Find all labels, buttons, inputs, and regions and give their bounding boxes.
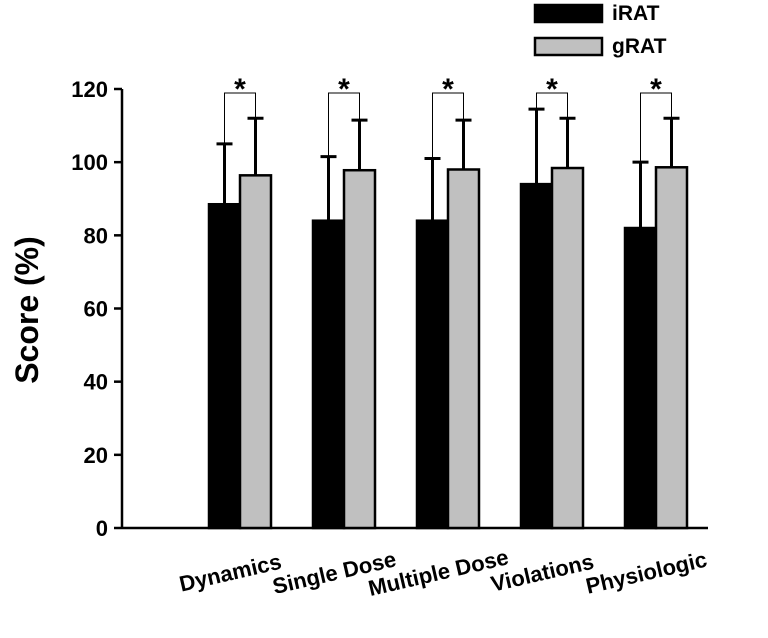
y-tick-label: 20 bbox=[84, 443, 108, 468]
legend-swatch bbox=[533, 3, 604, 24]
significance-bracket bbox=[536, 92, 568, 119]
y-tick-label: 120 bbox=[71, 77, 108, 102]
significance-label: * bbox=[546, 73, 558, 106]
x-tick-label: Dynamics bbox=[177, 549, 284, 597]
legend-label: gRAT bbox=[612, 35, 667, 58]
legend-label: iRAT bbox=[612, 2, 660, 25]
error-bar bbox=[455, 118, 472, 170]
error-bar bbox=[351, 118, 368, 171]
bar bbox=[342, 168, 377, 530]
significance-bracket bbox=[328, 92, 360, 157]
bar bbox=[415, 219, 450, 530]
error-bar bbox=[424, 157, 441, 221]
y-axis-title: Score (%) bbox=[9, 236, 45, 384]
legend-swatch bbox=[533, 36, 604, 57]
bar bbox=[623, 226, 658, 530]
error-bar bbox=[216, 142, 233, 205]
bar bbox=[550, 166, 585, 530]
bar bbox=[238, 174, 273, 530]
error-bar bbox=[559, 116, 576, 169]
significance-bracket bbox=[640, 92, 672, 163]
error-bar bbox=[247, 116, 264, 176]
significance-label: * bbox=[234, 73, 246, 106]
y-tick-label: 60 bbox=[84, 297, 108, 322]
x-tick-label: Physiologic bbox=[583, 547, 709, 599]
y-tick-label: 0 bbox=[96, 516, 108, 541]
bar bbox=[654, 166, 689, 530]
bar bbox=[311, 219, 346, 530]
significance-bracket bbox=[432, 92, 464, 159]
error-bar bbox=[632, 160, 649, 229]
y-tick-label: 40 bbox=[84, 370, 108, 395]
bar bbox=[519, 182, 554, 530]
bar bbox=[446, 168, 481, 530]
significance-label: * bbox=[338, 73, 350, 106]
error-bar bbox=[320, 155, 337, 221]
significance-label: * bbox=[650, 73, 662, 106]
error-bar bbox=[528, 107, 545, 185]
y-tick-label: 100 bbox=[71, 150, 108, 175]
error-bar bbox=[663, 116, 680, 168]
y-tick-label: 80 bbox=[84, 223, 108, 248]
bar bbox=[207, 202, 242, 530]
significance-bracket bbox=[224, 92, 256, 144]
significance-label: * bbox=[442, 73, 454, 106]
